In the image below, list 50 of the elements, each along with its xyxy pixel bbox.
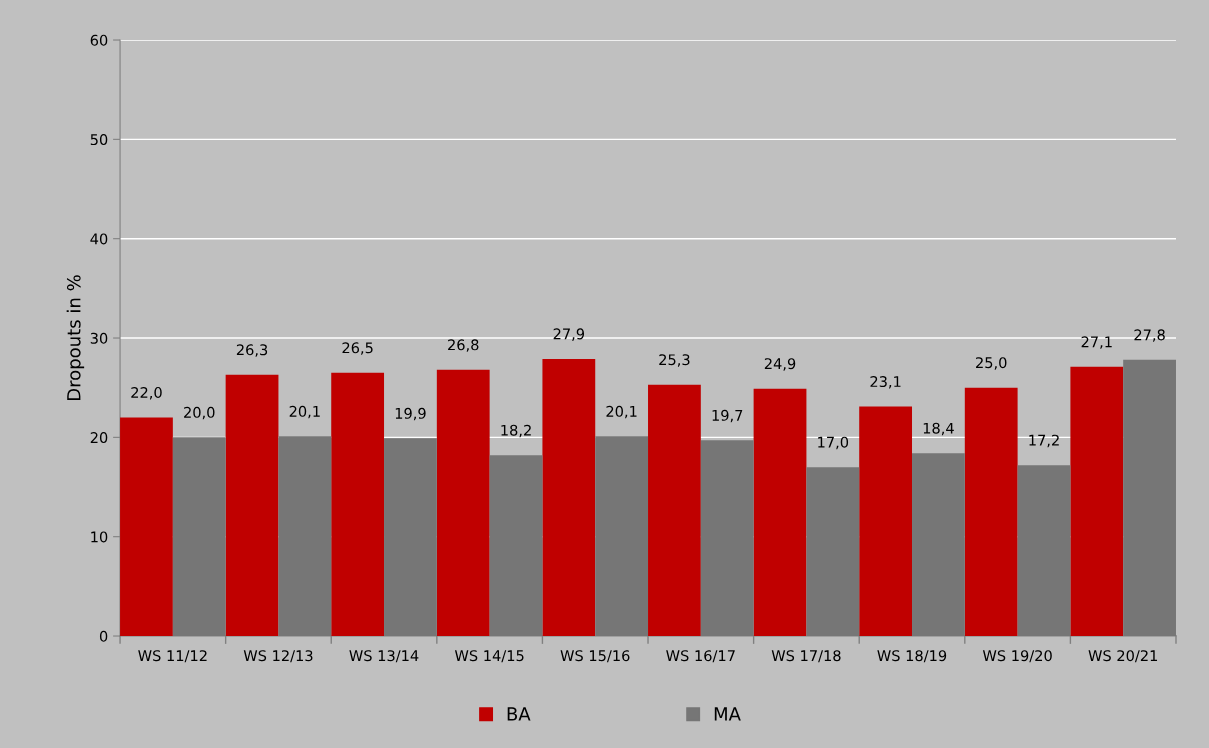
x-tick-label: WS 11/12 — [138, 650, 207, 663]
data-label: 23,1 — [870, 376, 901, 389]
data-label: 19,7 — [712, 409, 743, 423]
data-label: 18,2 — [501, 424, 531, 438]
x-tick-label: WS 16/17 — [666, 650, 735, 663]
bar — [120, 417, 173, 637]
bar — [859, 406, 913, 637]
y-tick-label: 30 — [90, 332, 108, 344]
data-label: 27,8 — [1134, 329, 1165, 342]
data-label: 26,8 — [448, 339, 479, 352]
data-label: 17,0 — [818, 436, 849, 450]
data-label: 25,0 — [976, 357, 1007, 370]
y-axis-title: Dropouts in % — [66, 275, 85, 400]
x-tick-label: WS 18/19 — [877, 650, 947, 663]
data-label: 24,9 — [764, 358, 796, 371]
bar — [225, 374, 279, 637]
data-label: 27,1 — [1081, 336, 1112, 349]
y-tick-label: 20 — [90, 432, 108, 444]
data-label: 20,1 — [606, 405, 637, 419]
bar — [964, 387, 1018, 637]
x-tick-label: WS 20/21 — [1088, 650, 1158, 663]
y-tick-label: 50 — [90, 134, 108, 146]
legend-label: BA — [507, 707, 531, 721]
data-label: 19,9 — [395, 407, 426, 421]
x-tick-label: WS 19/20 — [982, 650, 1052, 663]
x-tick-label: WS 17/18 — [771, 650, 841, 663]
data-label: 17,2 — [1029, 434, 1059, 448]
legend-label: MA — [714, 707, 741, 721]
bar — [542, 358, 596, 637]
y-tick-label: 10 — [91, 531, 108, 543]
y-tick-label: 0 — [99, 630, 108, 642]
data-label: 22,0 — [131, 386, 162, 400]
y-tick-label: 60 — [90, 34, 108, 46]
x-tick-label: WS 15/16 — [560, 650, 630, 663]
x-tick-label: WS 12/13 — [243, 650, 313, 663]
bar — [753, 388, 807, 637]
data-label: 27,9 — [553, 328, 585, 341]
data-label: 20,1 — [289, 405, 320, 419]
data-label: 26,5 — [342, 342, 373, 355]
y-tick-label: 40 — [90, 233, 108, 245]
data-label: 18,4 — [923, 422, 954, 436]
data-label: 25,3 — [659, 354, 690, 367]
data-label: 26,3 — [236, 344, 268, 357]
x-tick-label: WS 14/15 — [454, 650, 524, 663]
x-tick-label: WS 13/14 — [349, 650, 419, 663]
bar — [331, 372, 385, 637]
bar — [436, 369, 490, 637]
data-label: 20,0 — [184, 406, 215, 420]
bar — [648, 384, 701, 637]
bar — [1070, 366, 1124, 637]
